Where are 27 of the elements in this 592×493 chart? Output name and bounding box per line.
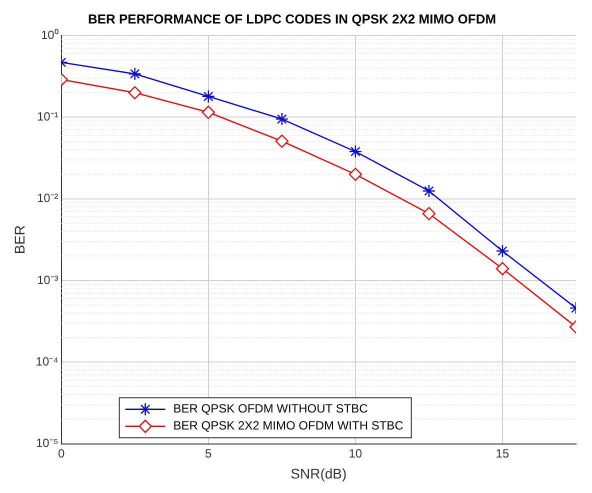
point — [202, 106, 215, 119]
point — [348, 144, 362, 158]
legend-label: BER QPSK 2X2 MIMO OFDM WITH STBC — [173, 418, 404, 433]
point — [128, 86, 142, 100]
point — [128, 67, 142, 80]
y-tick-label: 10⁻³ — [36, 272, 58, 287]
point — [496, 244, 510, 258]
point — [496, 262, 510, 276]
x-axis-title: SNR(dB) — [290, 465, 347, 482]
y-tick-label: 10⁻⁴ — [36, 354, 58, 368]
point — [275, 112, 288, 126]
x-tick-label: 15 — [496, 446, 510, 460]
chart-title: BER PERFORMANCE OF LDPC CODES IN QPSK 2X2 MIMO OFDM — [88, 11, 496, 26]
point — [422, 207, 436, 220]
x-tick-label: 5 — [205, 446, 212, 460]
point — [275, 134, 288, 148]
x-tick-label: 10 — [348, 446, 362, 460]
y-tick-label: 10⁻¹ — [36, 110, 58, 124]
x-tick-label: 0 — [58, 446, 65, 460]
y-tick-label: 10⁻⁵ — [36, 436, 58, 450]
point — [422, 184, 436, 198]
y-axis-title: BER — [11, 225, 28, 254]
y-tick-label: 10⁰ — [40, 28, 58, 42]
point — [348, 168, 362, 181]
point — [202, 90, 215, 103]
legend-label: BER QPSK OFDM WITHOUT STBC — [173, 402, 368, 416]
y-tick-label: 10⁻² — [36, 191, 58, 206]
